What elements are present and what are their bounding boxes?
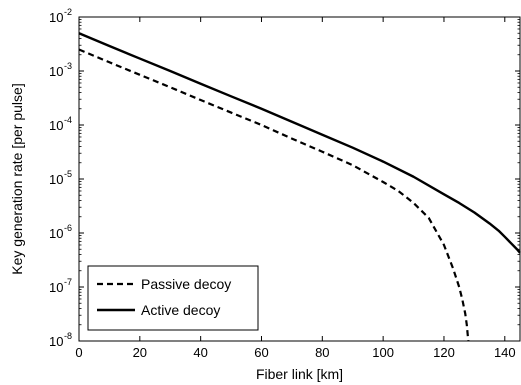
y-tick-label: 10 -5 [49, 169, 72, 187]
y-axis-label: Key generation rate [per pulse] [9, 83, 25, 274]
x-axis-label: Fiber link [km] [256, 366, 343, 382]
y-tick-label: 10 -6 [49, 223, 72, 241]
x-tick-label: 60 [254, 345, 268, 360]
y-tick-base: 10 [49, 334, 63, 349]
y-tick-label: 10 -4 [49, 115, 72, 133]
x-tick-label: 100 [372, 345, 394, 360]
y-tick-base: 10 [49, 226, 63, 241]
x-tick-label: 140 [494, 345, 516, 360]
series-line-passive-decoy [78, 48, 470, 342]
y-tick-exponent: -8 [64, 331, 72, 341]
series-line-active-decoy [78, 32, 521, 254]
x-tick-label: 120 [433, 345, 455, 360]
y-tick-base: 10 [49, 172, 63, 187]
x-tick-label: 0 [75, 345, 82, 360]
y-tick-exponent: -4 [64, 115, 72, 125]
x-tick-label: 20 [133, 345, 147, 360]
legend: Passive decoy Active decoy [87, 265, 259, 331]
legend-label: Passive decoy [141, 276, 231, 292]
y-tick-base: 10 [49, 118, 63, 133]
legend-label: Active decoy [141, 302, 220, 318]
y-tick-base: 10 [49, 10, 63, 25]
y-tick-label: 10 -7 [49, 277, 72, 295]
y-tick-label: 10 -2 [49, 7, 72, 25]
y-tick-base: 10 [49, 64, 63, 79]
y-tick-exponent: -5 [64, 169, 72, 179]
y-tick-exponent: -2 [64, 7, 72, 17]
legend-box [87, 265, 259, 331]
y-tick-exponent: -3 [64, 61, 72, 71]
y-tick-exponent: -6 [64, 223, 72, 233]
y-tick-exponent: -7 [64, 277, 72, 287]
x-tick-label: 80 [315, 345, 329, 360]
y-tick-label: 10 -3 [49, 61, 72, 79]
y-tick-label: 10 -8 [49, 331, 72, 349]
y-tick-base: 10 [49, 280, 63, 295]
x-tick-label: 40 [193, 345, 207, 360]
